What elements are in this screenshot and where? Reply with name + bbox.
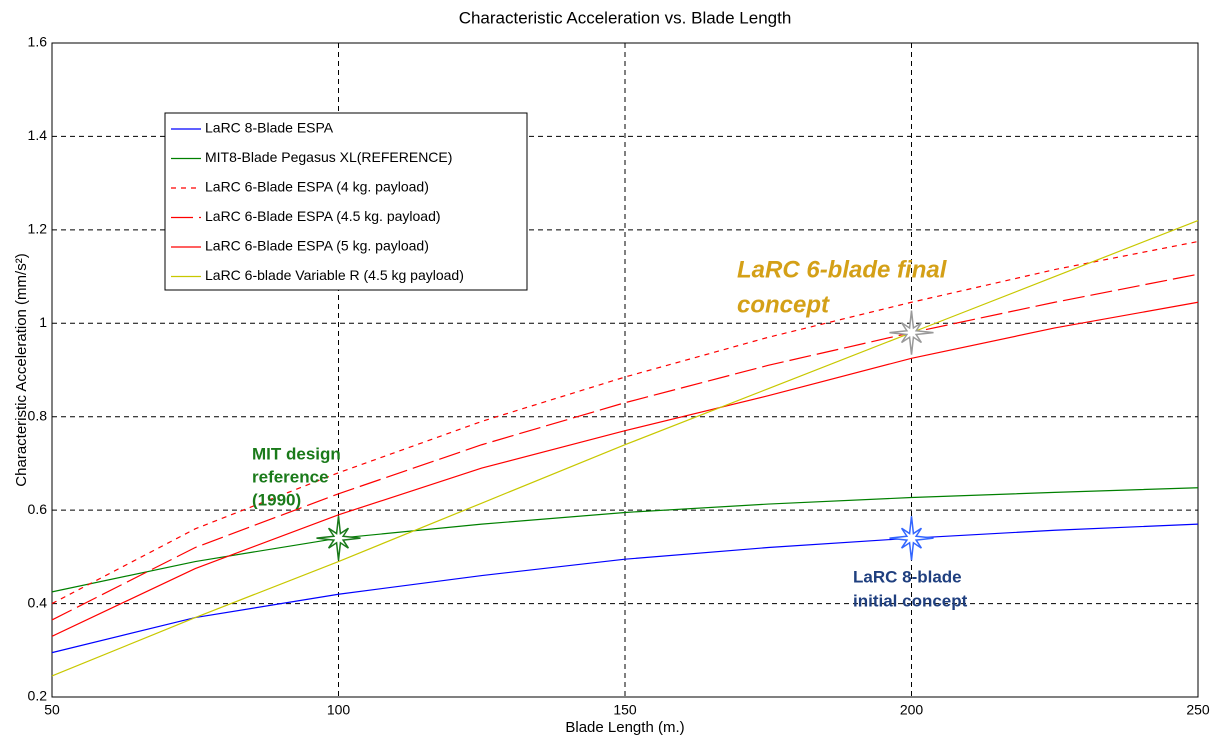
y-tick-label: 1: [39, 314, 47, 330]
annotation: LaRC 6-blade final: [737, 256, 948, 283]
x-axis-label: Blade Length (m.): [565, 719, 684, 736]
annotation: MIT design: [252, 444, 341, 463]
y-tick-label: 0.4: [28, 594, 48, 610]
legend-label: MIT8-Blade Pegasus XL(REFERENCE): [205, 149, 452, 165]
series-line: [51, 219, 1199, 677]
series-line: [51, 301, 1199, 637]
y-tick-label: 1.2: [28, 221, 48, 237]
legend-label: LaRC 8-Blade ESPA: [205, 120, 334, 136]
x-tick-label: 150: [613, 702, 637, 718]
legend-box: [164, 112, 528, 291]
legend-label: LaRC 6-Blade ESPA (4 kg. payload): [205, 179, 429, 195]
series-line: [51, 273, 1199, 621]
marker: [889, 516, 934, 561]
legend-label: LaRC 6-blade Variable R (4.5 kg payload): [205, 267, 464, 283]
y-tick-label: 0.2: [28, 688, 48, 704]
x-tick-label: 50: [44, 702, 60, 718]
legend-label: LaRC 6-Blade ESPA (5 kg. payload): [205, 238, 429, 254]
y-tick-label: 0.8: [28, 407, 48, 423]
series-line: [51, 523, 1199, 654]
annotation: initial concept: [853, 591, 968, 610]
x-tick-label: 200: [900, 702, 924, 718]
annotation: concept: [737, 291, 830, 318]
chart-title: Characteristic Acceleration vs. Blade Le…: [459, 8, 792, 27]
annotation: LaRC 8-blade: [853, 567, 962, 586]
y-tick-label: 1.6: [28, 34, 48, 50]
legend-label: LaRC 6-Blade ESPA (4.5 kg. payload): [205, 208, 441, 224]
y-tick-label: 1.4: [28, 127, 48, 143]
annotation: (1990): [252, 490, 301, 509]
x-tick-label: 100: [327, 702, 351, 718]
series-line: [51, 487, 1199, 593]
marker: [889, 310, 934, 355]
annotation: reference: [252, 467, 329, 486]
x-tick-label: 250: [1186, 702, 1210, 718]
series-line: [51, 240, 1199, 605]
y-tick-label: 0.6: [28, 501, 48, 517]
marker: [316, 516, 361, 561]
y-axis-label: Characteristic Acceleration (mm/s²): [13, 253, 30, 486]
